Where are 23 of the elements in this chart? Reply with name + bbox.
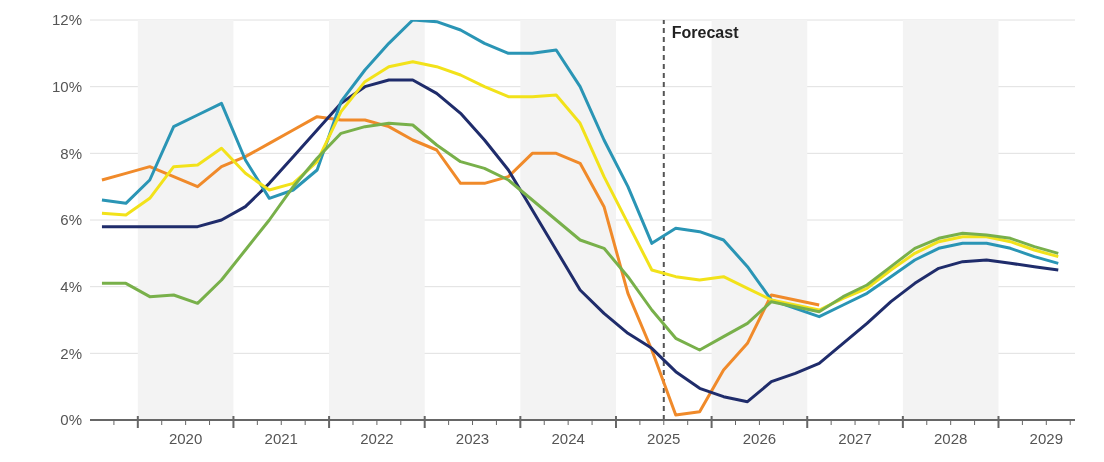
x-tick-label: 2024 xyxy=(551,430,585,447)
x-tick-label: 2028 xyxy=(933,430,968,447)
x-tick-label: 2020 xyxy=(168,430,203,447)
y-tick-label: 12% xyxy=(51,11,82,29)
x-tick-label: 2025 xyxy=(647,430,681,447)
x-tick-label: 2027 xyxy=(838,430,872,447)
y-tick-label: 2% xyxy=(60,344,82,362)
line-series xyxy=(100,20,1060,319)
line-series xyxy=(100,60,1060,312)
line-series xyxy=(100,115,821,417)
y-tick-label: 6% xyxy=(60,211,82,229)
y-tick-label: 4% xyxy=(60,277,82,295)
y-tick-label: 10% xyxy=(51,77,82,95)
x-tick-label: 2026 xyxy=(742,430,777,447)
x-tick-label: 2029 xyxy=(1029,430,1063,447)
x-tick-label: 2023 xyxy=(455,430,490,447)
line-series xyxy=(100,78,1060,404)
x-tick-label: 2021 xyxy=(264,430,298,447)
x-tick-label: 2022 xyxy=(360,430,394,447)
y-tick-label: 8% xyxy=(60,144,82,162)
y-tick-label: 0% xyxy=(60,411,82,429)
ref-line-label: Forecast xyxy=(671,24,740,41)
line-series xyxy=(100,121,1060,352)
